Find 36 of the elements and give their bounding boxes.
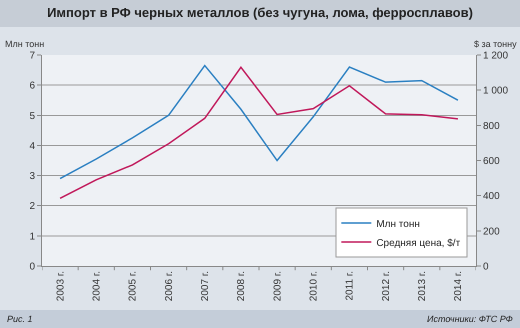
text: Рис. 1 — [7, 314, 33, 324]
y2-tick-label: 1 000 — [483, 86, 508, 97]
y-tick-label: 0 — [29, 262, 36, 272]
x-tick-label: 2007 г. — [200, 271, 211, 302]
x-tick-label: 2009 г. — [272, 271, 284, 302]
x-tick-label: 2011 г. — [344, 271, 356, 300]
y2-tick-label: 600 — [483, 156, 500, 167]
y2-tick-label: 1 200 — [483, 50, 508, 62]
x-tick-label: 2008 г. — [236, 271, 248, 302]
y-tick-label: 5 — [29, 110, 36, 122]
x-tick-label: 2005 г. — [128, 271, 139, 302]
text: Источники: ФТС РФ — [427, 314, 513, 324]
y2-tick-label: 800 — [483, 120, 500, 132]
x-tick-label: 2006 г. — [164, 271, 175, 302]
x-tick-label: 2014 г. — [453, 271, 464, 302]
x-tick-label: 2010 г. — [308, 271, 320, 302]
y2-tick-label: 200 — [483, 226, 500, 238]
x-tick-label: 2013 г. — [417, 271, 428, 302]
x-tick-label: 2004 г. — [92, 271, 102, 302]
y-tick-label: 4 — [29, 140, 36, 152]
y2-tick-label: 400 — [483, 191, 500, 202]
line-series — [59, 66, 459, 200]
y-axis-title: Млн тонн — [5, 39, 44, 49]
line-series — [59, 64, 459, 180]
y-tick-label: 2 — [29, 201, 36, 212]
y2-axis-title: $ за тонну — [474, 39, 518, 49]
y-tick-label: 3 — [29, 171, 36, 182]
x-tick-label: 2003 г. — [55, 271, 66, 302]
legend-label: Млн тонн — [376, 218, 420, 230]
chart-title: Импорт в РФ черных металлов (без чугуна, лома, ферросплавов) — [47, 5, 473, 20]
legend-label: Средняя цена, $/т — [376, 238, 461, 249]
y-tick-label: 7 — [29, 50, 36, 62]
x-tick-label: 2012 г. — [380, 271, 392, 302]
y2-tick-label: 0 — [483, 262, 489, 272]
y-tick-label: 6 — [29, 80, 36, 92]
y-tick-label: 1 — [29, 231, 36, 242]
